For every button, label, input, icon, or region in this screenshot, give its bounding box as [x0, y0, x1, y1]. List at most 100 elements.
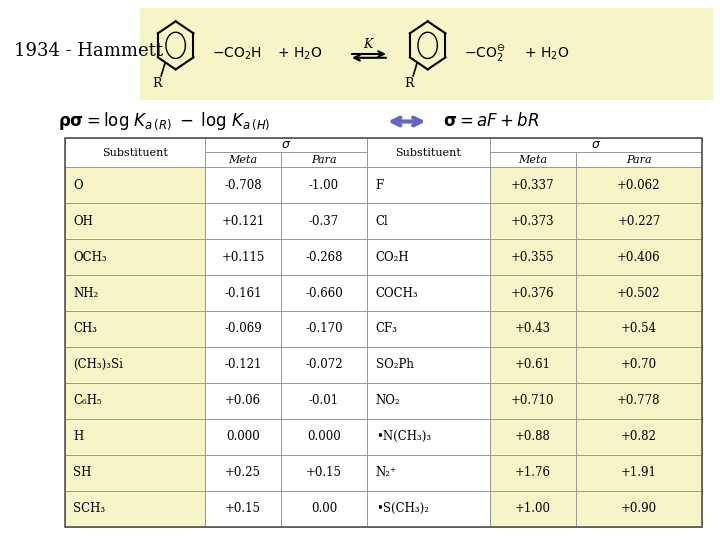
Bar [367, 203, 490, 239]
Bar [281, 419, 367, 455]
Text: Substituent: Substituent [102, 147, 168, 158]
Bar [367, 490, 490, 526]
Bar [65, 138, 702, 526]
Text: +0.227: +0.227 [617, 215, 661, 228]
Text: +0.15: +0.15 [225, 502, 261, 515]
Bar [281, 239, 367, 275]
Text: +0.15: +0.15 [306, 466, 342, 479]
Text: OH: OH [73, 215, 94, 228]
Bar [65, 455, 205, 490]
Text: R: R [153, 77, 162, 90]
Text: •N(CH₃)₃: •N(CH₃)₃ [376, 430, 431, 443]
Text: -1.00: -1.00 [309, 179, 339, 192]
Text: N₂⁺: N₂⁺ [376, 466, 397, 479]
Bar [490, 275, 576, 311]
Bar [205, 347, 281, 383]
Bar [490, 455, 576, 490]
Text: K: K [363, 38, 373, 51]
Text: +0.06: +0.06 [225, 394, 261, 407]
Text: (CH₃)₃Si: (CH₃)₃Si [73, 359, 123, 372]
Bar [65, 167, 205, 204]
Bar [205, 239, 281, 275]
Bar [281, 347, 367, 383]
Text: CH₃: CH₃ [73, 322, 97, 335]
Bar [281, 311, 367, 347]
Text: -0.708: -0.708 [224, 179, 262, 192]
Text: +1.76: +1.76 [515, 466, 551, 479]
Bar [490, 138, 702, 152]
Text: +0.778: +0.778 [617, 394, 661, 407]
Text: +0.90: +0.90 [621, 502, 657, 515]
Bar [367, 383, 490, 419]
Text: 1934 - Hammett: 1934 - Hammett [14, 42, 163, 60]
Text: $-\mathrm{CO_2^{\ominus}}$: $-\mathrm{CO_2^{\ominus}}$ [464, 44, 506, 64]
Text: H: H [73, 430, 84, 443]
Text: NO₂: NO₂ [376, 394, 400, 407]
Text: +0.710: +0.710 [511, 394, 554, 407]
Bar [65, 383, 205, 419]
Text: +0.61: +0.61 [515, 359, 551, 372]
Bar [576, 311, 702, 347]
Text: Substituent: Substituent [395, 147, 462, 158]
Bar [281, 275, 367, 311]
Bar [576, 203, 702, 239]
Text: -0.161: -0.161 [224, 287, 262, 300]
Text: CF₃: CF₃ [376, 322, 398, 335]
Bar [576, 152, 702, 167]
Bar [367, 239, 490, 275]
Bar [65, 311, 205, 347]
Text: $-\mathrm{CO_2H}$: $-\mathrm{CO_2H}$ [212, 46, 262, 62]
Bar [281, 167, 367, 204]
Bar [367, 455, 490, 490]
Text: $\mathbf{\sigma} = aF + bR$: $\mathbf{\sigma} = aF + bR$ [443, 112, 539, 131]
Bar [576, 383, 702, 419]
Text: +0.43: +0.43 [515, 322, 551, 335]
Bar [65, 490, 205, 526]
Text: -0.660: -0.660 [305, 287, 343, 300]
Bar [367, 275, 490, 311]
Bar [576, 167, 702, 204]
Text: +0.115: +0.115 [221, 251, 265, 264]
Bar [281, 203, 367, 239]
Bar [65, 239, 205, 275]
Text: Meta: Meta [518, 155, 547, 165]
Bar [205, 383, 281, 419]
Text: +0.062: +0.062 [617, 179, 661, 192]
Bar [576, 347, 702, 383]
Bar [205, 490, 281, 526]
Text: C₆H₅: C₆H₅ [73, 394, 102, 407]
Text: +0.376: +0.376 [511, 287, 554, 300]
Bar [205, 138, 367, 152]
Text: SO₂Ph: SO₂Ph [376, 359, 414, 372]
Text: -0.121: -0.121 [225, 359, 261, 372]
Text: •S(CH₃)₂: •S(CH₃)₂ [376, 502, 429, 515]
Bar [65, 138, 205, 167]
Bar [576, 490, 702, 526]
Text: +0.373: +0.373 [511, 215, 554, 228]
Bar [367, 311, 490, 347]
Bar [65, 419, 205, 455]
Bar [490, 383, 576, 419]
Bar [576, 419, 702, 455]
Text: -0.01: -0.01 [309, 394, 339, 407]
Bar [281, 152, 367, 167]
Text: R: R [405, 77, 414, 90]
Bar [205, 455, 281, 490]
Text: -0.072: -0.072 [305, 359, 343, 372]
Text: Meta: Meta [228, 155, 258, 165]
Bar [205, 167, 281, 204]
Text: +0.406: +0.406 [617, 251, 661, 264]
Text: 0.00: 0.00 [311, 502, 337, 515]
Bar [367, 138, 490, 167]
Bar [490, 490, 576, 526]
Text: +1.00: +1.00 [515, 502, 551, 515]
Text: $\mathbf{\rho\sigma} = \log\,K_{a\,(R)}\;-\;\log\,K_{a\,(H)}$: $\mathbf{\rho\sigma} = \log\,K_{a\,(R)}\… [58, 111, 270, 132]
Bar [490, 152, 576, 167]
Text: +0.355: +0.355 [511, 251, 554, 264]
Bar [490, 311, 576, 347]
Bar [367, 419, 490, 455]
Bar [367, 167, 490, 204]
Text: +0.502: +0.502 [617, 287, 661, 300]
Text: +0.337: +0.337 [511, 179, 554, 192]
Bar [576, 275, 702, 311]
